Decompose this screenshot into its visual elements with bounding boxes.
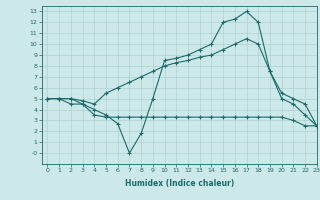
- X-axis label: Humidex (Indice chaleur): Humidex (Indice chaleur): [124, 179, 234, 188]
